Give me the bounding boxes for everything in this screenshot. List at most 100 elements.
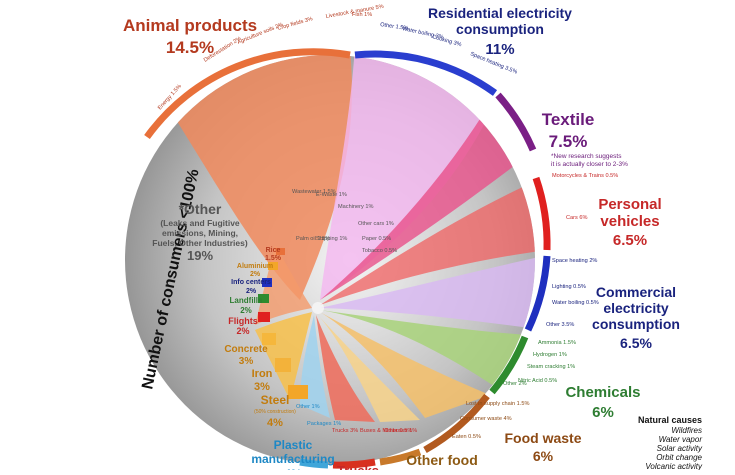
- step-steel: [288, 385, 308, 399]
- subitem-label: Wastewater 1.5%: [292, 189, 336, 195]
- category-name: Commercial: [596, 284, 676, 300]
- ribbon-textile: [320, 95, 535, 300]
- subitem-label: Hydrogen 1%: [533, 352, 567, 358]
- ribbon-animal-products: [175, 55, 352, 300]
- ribbon-other-food: [318, 315, 420, 422]
- ribbon-chemicals: [320, 310, 528, 390]
- ribbon-personal-vehicles: [320, 180, 535, 305]
- step-landfills: [258, 294, 269, 303]
- category-value: 6.5%: [620, 335, 652, 351]
- step-concrete: [262, 333, 276, 345]
- rim-commercial: [524, 255, 551, 332]
- ribbon-residential: [320, 55, 500, 300]
- subitem-label: Nitric Acid 0.5%: [518, 378, 557, 384]
- subitem-label: Motorcycles & Trains 0.5%: [552, 173, 618, 179]
- subitem-label: Packages 1%: [307, 421, 341, 427]
- step-flights: [258, 312, 270, 322]
- category-name: Iron: [252, 368, 273, 380]
- category-name: electricity: [603, 300, 669, 316]
- label-animal-products: Animal products 14.5%: [123, 16, 257, 57]
- category-name: Flights: [228, 316, 258, 326]
- category-value: 6.5%: [613, 232, 647, 249]
- category-name: Concrete: [224, 344, 268, 355]
- category-name: Info centers: [231, 279, 271, 286]
- subitem-label: Buses & Minibuses 1%: [360, 428, 417, 434]
- rim-personal-vehicles: [532, 176, 551, 251]
- category-value: 3%: [239, 356, 254, 367]
- natural-cause-item: Solar activity: [657, 444, 703, 453]
- category-value: 2%: [236, 326, 249, 336]
- outer-rim: [144, 48, 551, 469]
- category-value: 3%: [254, 381, 270, 393]
- step-rice: [276, 248, 285, 255]
- subitem-label: Other 0.5%: [384, 428, 412, 434]
- subitem-label: Water boiling 0.5%: [552, 300, 599, 306]
- subitem-label: Machinery 1%: [338, 204, 373, 210]
- natural-cause-item: Orbit change: [656, 453, 702, 462]
- subitem-label: Other 1%: [296, 404, 320, 410]
- ribbon-food-waste: [320, 312, 490, 418]
- label-other-food: Other food5%: [406, 452, 478, 475]
- subitem-label: Lost in supply chain 1.5%: [466, 401, 529, 407]
- label-food-waste: Food waste 6%: [504, 430, 581, 464]
- subitem-label: Consumer waste 4%: [460, 416, 512, 422]
- natural-cause-item: Water vapor: [659, 435, 703, 444]
- label-chemicals: Chemicals 6%: [565, 384, 640, 421]
- label-steel: Steel (50% construction) 4%: [254, 393, 296, 429]
- category-name: Aluminium: [237, 263, 273, 270]
- rim-chemicals: [489, 335, 529, 395]
- natural-causes-title: Natural causes: [638, 415, 702, 425]
- category-description: Fuels, Other Industries): [152, 238, 248, 248]
- category-value: 6%: [592, 404, 614, 421]
- category-name: Plastic: [274, 438, 313, 452]
- category-value: 19%: [187, 248, 213, 263]
- category-description: (Leaks and Fugitive: [160, 218, 240, 228]
- category-name: Residential electricity: [428, 5, 572, 21]
- subitem-label: Eaten 0.5%: [452, 434, 481, 440]
- subitem-label: Steam cracking 1%: [527, 364, 575, 370]
- category-note: it is actually closer to 2-3%: [551, 161, 628, 168]
- category-value: 1.5%: [265, 255, 282, 262]
- category-value: 11%: [485, 41, 514, 58]
- subitem-label: Tobacco 0.5%: [362, 248, 397, 254]
- ribbon-commercial: [320, 255, 535, 330]
- rim-animal-products: [144, 48, 351, 140]
- subitem-label: Shipping 1%: [316, 236, 347, 242]
- category-note: *New research suggests: [551, 153, 622, 160]
- subitem-label: Other 3.5%: [546, 322, 574, 328]
- rim-textile: [495, 92, 537, 152]
- category-name: Chemicals: [565, 384, 640, 401]
- subitem-label: Trucks 3%: [332, 428, 358, 434]
- category-value: 14.5%: [166, 38, 214, 57]
- subitem-label: E-Waste 1%: [316, 192, 347, 198]
- subitem-label: Cars 6%: [566, 215, 587, 221]
- rim-other-food: [379, 448, 422, 466]
- category-name: consumption: [456, 21, 544, 37]
- category-value: 2%: [240, 306, 252, 315]
- category-name: manufacturing: [251, 452, 334, 466]
- category-name: Trucks: [337, 463, 379, 470]
- subitem-label: Other 2%: [503, 381, 527, 387]
- category-value: 6%: [533, 448, 554, 464]
- category-name: consumption: [592, 316, 680, 332]
- subitem-label: Fish 1%: [352, 12, 372, 18]
- ribbon-small-industries: [255, 245, 312, 325]
- subitem-label: Paper 0.5%: [362, 236, 391, 242]
- subitem-label: Other cars 1%: [358, 221, 394, 227]
- category-labels: Animal products 14.5% Residential electric…: [123, 4, 680, 475]
- natural-cause-item: Wildfires: [671, 426, 702, 435]
- category-name: Other food: [406, 452, 478, 468]
- subitem-label: Ammonia 1.5%: [538, 340, 576, 346]
- category-value: 7.5%: [549, 132, 588, 151]
- rim-residential: [354, 50, 498, 96]
